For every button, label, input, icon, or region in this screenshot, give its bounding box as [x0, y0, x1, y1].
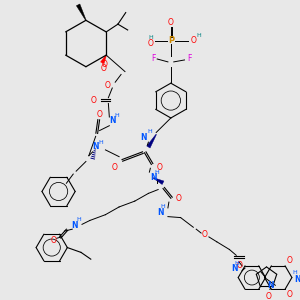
Text: H: H [197, 33, 202, 38]
Text: N: N [150, 173, 157, 182]
Text: N: N [140, 133, 147, 142]
Text: N: N [267, 281, 274, 290]
Text: O: O [111, 163, 117, 172]
Text: O: O [266, 292, 272, 300]
Text: N: N [231, 264, 238, 273]
Text: O: O [287, 290, 293, 298]
Text: H: H [292, 270, 297, 275]
Text: O: O [101, 60, 107, 69]
Text: N: N [71, 221, 77, 230]
Text: H: H [77, 217, 82, 222]
Text: H: H [155, 169, 160, 175]
Polygon shape [100, 55, 106, 64]
Text: N: N [295, 275, 300, 284]
Polygon shape [153, 178, 164, 184]
Text: H: H [235, 260, 240, 266]
Text: H: H [98, 140, 103, 145]
Polygon shape [76, 4, 86, 20]
Text: O: O [190, 36, 196, 45]
Text: N: N [109, 116, 116, 125]
Text: O: O [168, 18, 174, 27]
Text: P: P [168, 36, 174, 45]
Polygon shape [147, 134, 156, 148]
Text: O: O [236, 261, 242, 270]
Text: O: O [51, 236, 57, 245]
Text: H: H [115, 112, 119, 118]
Text: O: O [176, 194, 182, 203]
Text: O: O [287, 256, 293, 266]
Text: O: O [97, 110, 103, 118]
Text: F: F [187, 55, 192, 64]
Text: O: O [91, 96, 97, 105]
Text: O: O [100, 64, 106, 73]
Text: O: O [202, 230, 208, 239]
Text: N: N [92, 142, 99, 152]
Text: H: H [161, 204, 165, 209]
Text: H: H [148, 35, 153, 40]
Text: O: O [156, 163, 162, 172]
Text: N: N [157, 208, 164, 217]
Text: O: O [104, 81, 110, 90]
Text: H: H [147, 129, 152, 134]
Text: F: F [151, 53, 155, 62]
Text: O: O [147, 39, 153, 48]
